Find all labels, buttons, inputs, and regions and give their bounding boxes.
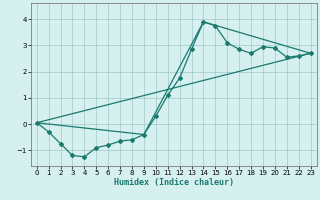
- X-axis label: Humidex (Indice chaleur): Humidex (Indice chaleur): [114, 178, 234, 187]
